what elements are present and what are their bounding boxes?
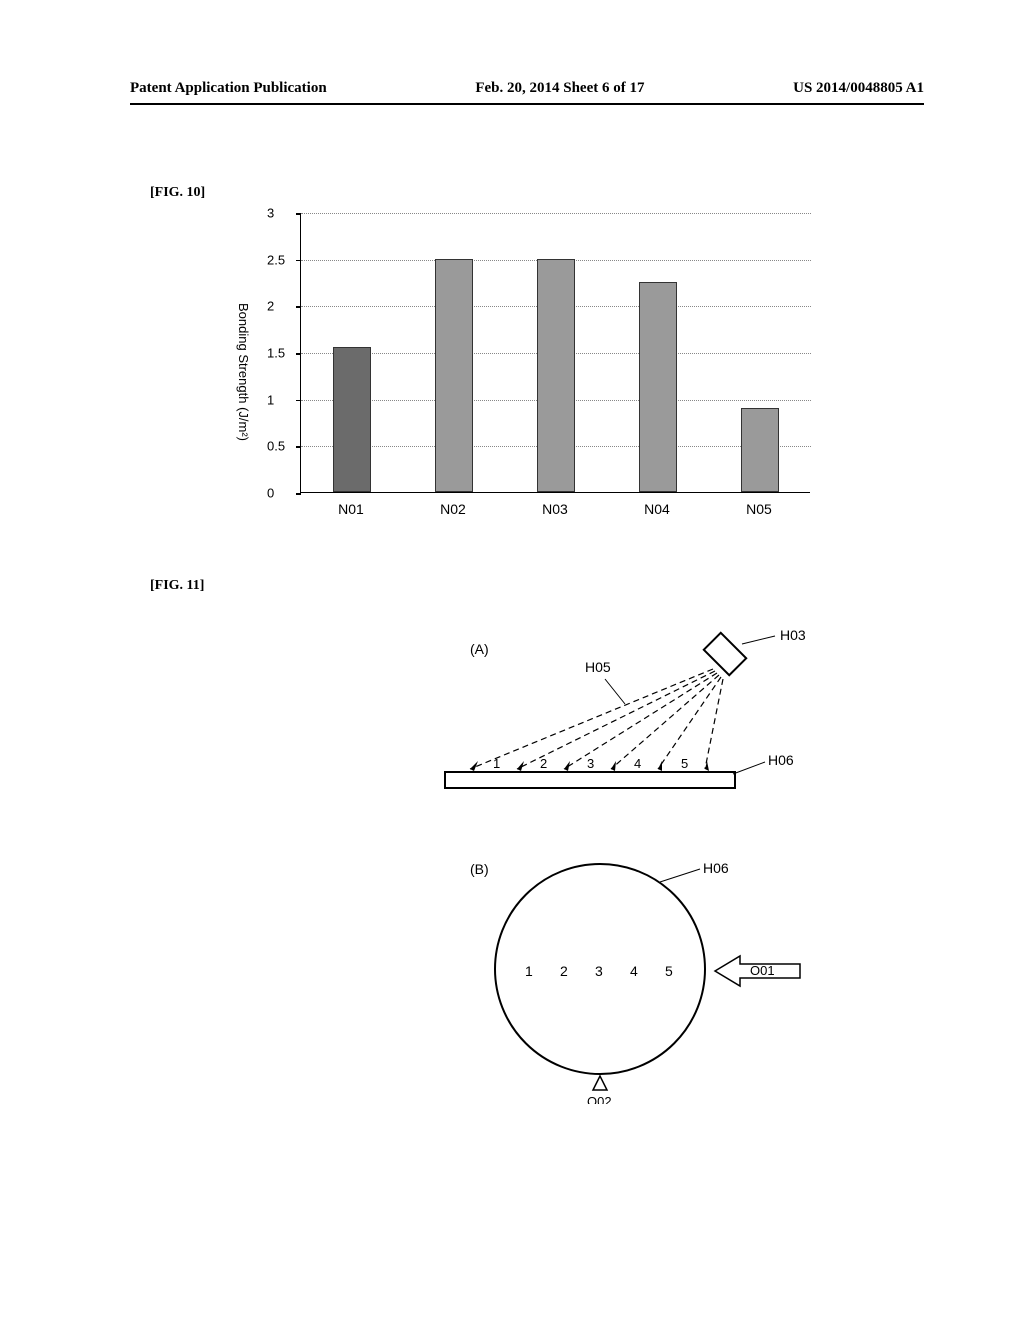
panel-a-label: (A) — [470, 641, 489, 657]
callout-h03: H03 — [780, 627, 806, 643]
ion-beams — [470, 669, 723, 769]
posB-2: 2 — [560, 963, 568, 979]
posA-2: 2 — [540, 756, 547, 771]
fig11-label: [FIG. 11] — [150, 578, 924, 594]
callout-h06a: H06 — [768, 752, 794, 768]
ytick-label: 1.5 — [267, 346, 285, 361]
bar-N01 — [333, 347, 371, 492]
posB-5: 5 — [665, 963, 673, 979]
posB-1: 1 — [525, 963, 533, 979]
emitter-h03 — [704, 633, 746, 675]
ytick-label: 2.5 — [267, 252, 285, 267]
posA-1: 1 — [493, 756, 500, 771]
posB-4: 4 — [630, 963, 638, 979]
bar-N03 — [537, 259, 575, 492]
fig10-label: [FIG. 10] — [150, 185, 924, 201]
fig11-drawing: (A) — [355, 624, 924, 1109]
svg-text:O01: O01 — [750, 963, 775, 978]
page-header: Patent Application Publication Feb. 20, … — [130, 80, 924, 105]
bar-N02 — [435, 259, 473, 492]
fig11-svg: (A) — [355, 624, 875, 1104]
xtick-N02: N02 — [440, 501, 466, 517]
ytick-label: 0.5 — [267, 439, 285, 454]
header-right: US 2014/0048805 A1 — [793, 80, 924, 97]
ytick-label: 0 — [267, 486, 274, 501]
fig10-chart: Bonding Strength (J/m²) 00.511.522.53 N0… — [260, 213, 820, 533]
xtick-N03: N03 — [542, 501, 568, 517]
arrow-o01: O01 — [715, 956, 800, 986]
panel-b-label: (B) — [470, 861, 489, 877]
header-center: Feb. 20, 2014 Sheet 6 of 17 — [475, 80, 644, 97]
posA-3: 3 — [587, 756, 594, 771]
grid-line — [301, 213, 811, 214]
posA-4: 4 — [634, 756, 641, 771]
xtick-N04: N04 — [644, 501, 670, 517]
bar-N04 — [639, 282, 677, 492]
ytick-label: 2 — [267, 299, 274, 314]
substrate-a — [445, 772, 735, 788]
callout-h05: H05 — [585, 659, 611, 675]
ytick-label: 3 — [267, 206, 274, 221]
ytick-label: 1 — [267, 392, 274, 407]
xtick-N05: N05 — [746, 501, 772, 517]
callout-h06b: H06 — [703, 860, 729, 876]
xtick-N01: N01 — [338, 501, 364, 517]
bar-N05 — [741, 408, 779, 492]
posB-3: 3 — [595, 963, 603, 979]
y-axis-title: Bonding Strength (J/m²) — [236, 303, 251, 441]
wafer-notch — [593, 1076, 607, 1090]
callout-o02: O02 — [587, 1094, 612, 1104]
posA-5: 5 — [681, 756, 688, 771]
plot-area: 00.511.522.53 — [300, 213, 810, 493]
header-left: Patent Application Publication — [130, 80, 327, 97]
